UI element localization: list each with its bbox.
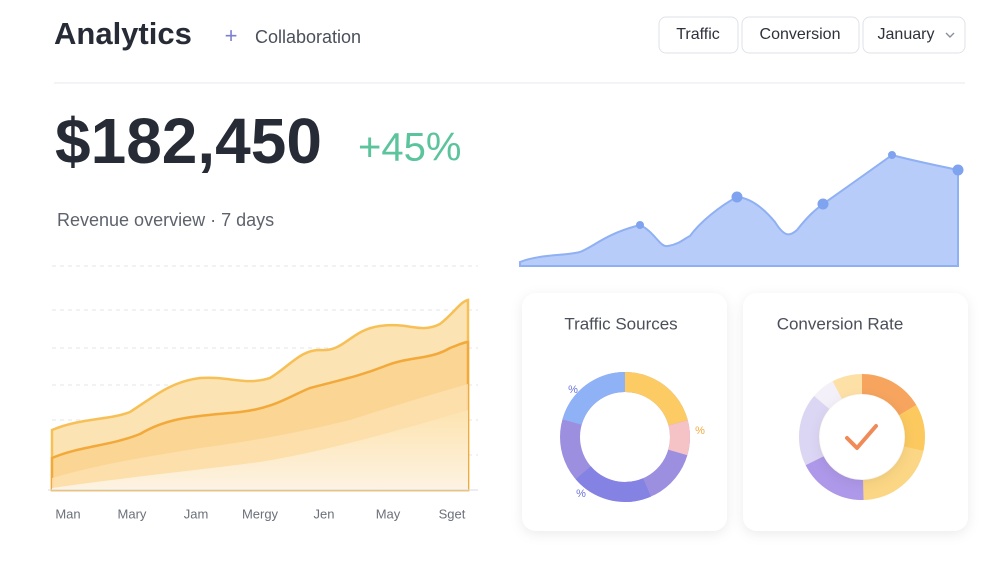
donut [799,374,925,500]
chevron [945,32,955,38]
button-box[interactable] [741,16,860,54]
trend-area [519,153,959,267]
button-box[interactable] [658,16,739,54]
kpi-change: +45% [358,126,461,170]
revenue-chart [48,265,478,492]
trend-dot [636,221,644,229]
trend-dot [952,164,964,176]
dropdown-box[interactable] [862,16,966,54]
card: Conversion Rate [743,293,968,531]
donut-segment [799,374,925,500]
x-tick-label: Sget [439,506,466,521]
x-tick-label: Man [55,506,80,521]
donut-center [820,395,904,479]
x-tick-label: Jen [314,506,335,521]
x-tick-label: Jam [184,506,209,521]
donut-segment [799,374,925,500]
trend-dot [731,191,743,203]
donut-label: % [695,425,705,437]
area-layer [52,410,468,490]
check-icon [845,424,878,450]
card-title: Traffic Sources [564,314,677,333]
button[interactable]: Conversion [741,16,860,54]
donut-segment [560,372,690,502]
donut-segment [560,372,690,502]
dropdown-label[interactable]: January [878,26,935,43]
donut-segment [799,374,925,500]
x-labels: Man Mary Jam Mergy Jen May Sget [55,506,465,521]
kpi-caption: Revenue overview · 7 days [57,210,274,230]
x-tick-label: Mary [118,506,147,521]
button-label[interactable]: Conversion [760,26,841,43]
trend-dot [817,198,829,210]
kpi-value: $182,450 [55,105,322,177]
plus-icon: + [225,23,238,48]
trend-dot [888,151,896,159]
donut-label: % [576,488,586,500]
x-tick-label: May [376,506,401,521]
x-tick-label: Mergy [242,506,279,521]
card: Traffic Sources % % % [522,293,727,531]
card-title: Conversion Rate [777,314,904,333]
button[interactable]: Traffic [658,16,739,54]
donut [560,372,690,502]
button-label[interactable]: Traffic [676,26,720,43]
donut-segment [560,372,690,502]
title: Analytics [54,16,192,51]
dropdown[interactable]: January [862,16,966,54]
tab[interactable]: Collaboration [255,27,361,47]
trend-chart [519,151,964,267]
donut-label: % [568,384,578,396]
donut-segment [799,374,925,500]
